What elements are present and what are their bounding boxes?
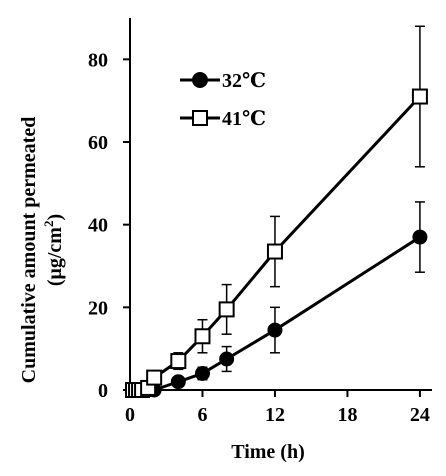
y-tick-label: 0 xyxy=(98,380,108,402)
legend-label: 32℃ xyxy=(222,70,266,92)
y-axis-title-unit: (μg/cm xyxy=(44,227,66,286)
x-tick-label: 18 xyxy=(337,404,357,426)
data-point xyxy=(170,374,186,390)
x-tick-label: 6 xyxy=(197,404,207,426)
x-tick-label: 12 xyxy=(265,404,285,426)
y-tick-label: 80 xyxy=(88,49,108,71)
axes xyxy=(129,18,432,391)
y-axis-title-close: ) xyxy=(44,214,66,221)
legend-marker xyxy=(192,110,208,126)
legend-marker xyxy=(192,72,208,88)
ticks: 0 20 40 60 80 0 6 12 18 24 xyxy=(88,49,430,426)
data-point xyxy=(219,351,235,367)
y-tick-label: 60 xyxy=(88,132,108,154)
data-point xyxy=(194,328,211,345)
legend-label: 41℃ xyxy=(222,108,266,130)
y-axis-title-line1: Cumulative amount permeated xyxy=(18,117,40,384)
legend: 32℃ 41℃ xyxy=(180,70,266,130)
data-point xyxy=(170,353,187,370)
data-point xyxy=(218,301,235,318)
legend-item-1: 32℃ xyxy=(180,70,266,92)
series-line xyxy=(133,95,422,392)
series-layer xyxy=(125,25,428,398)
data-point xyxy=(267,322,283,338)
data-point xyxy=(411,88,428,105)
x-axis-title: Time (h) xyxy=(231,441,305,463)
y-axis-title-line2: (μg/cm2) xyxy=(41,214,66,286)
data-point xyxy=(194,365,210,381)
data-point xyxy=(412,229,428,245)
y-tick-label: 20 xyxy=(88,297,108,319)
x-tick-label: 0 xyxy=(125,404,135,426)
data-point xyxy=(266,243,283,260)
data-point xyxy=(146,369,163,386)
x-tick-label: 24 xyxy=(410,404,430,426)
y-tick-label: 40 xyxy=(88,215,108,237)
series-2 xyxy=(125,25,428,398)
legend-item-2: 41℃ xyxy=(180,108,266,130)
y-axis-title-sup: 2 xyxy=(41,221,56,228)
